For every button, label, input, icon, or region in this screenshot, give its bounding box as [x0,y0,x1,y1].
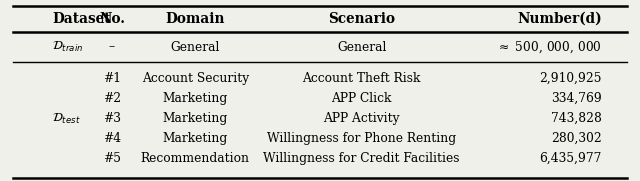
Text: 280,302: 280,302 [551,132,602,145]
Text: Recommendation: Recommendation [141,152,250,165]
Text: APP Activity: APP Activity [323,112,400,125]
Text: No.: No. [99,12,125,26]
Text: #3: #3 [103,112,121,125]
Text: Marketing: Marketing [163,132,228,145]
Text: Number(d): Number(d) [517,12,602,26]
Text: Willingness for Phone Renting: Willingness for Phone Renting [267,132,456,145]
Text: General: General [170,41,220,54]
Text: Account Security: Account Security [141,72,249,85]
Text: Marketing: Marketing [163,112,228,125]
Text: $\mathcal{D}_{train}$: $\mathcal{D}_{train}$ [52,40,84,54]
Text: #4: #4 [103,132,121,145]
Text: #1: #1 [103,72,121,85]
Text: 334,769: 334,769 [551,92,602,105]
Text: General: General [337,41,387,54]
Text: 2,910,925: 2,910,925 [539,72,602,85]
Text: –: – [109,41,115,54]
Text: Domain: Domain [166,12,225,26]
Text: $\approx$ 500, 000, 000: $\approx$ 500, 000, 000 [496,39,602,55]
Text: 743,828: 743,828 [551,112,602,125]
Text: Account Theft Risk: Account Theft Risk [303,72,420,85]
Text: 6,435,977: 6,435,977 [540,152,602,165]
Text: Scenario: Scenario [328,12,395,26]
Text: Dataset: Dataset [52,12,111,26]
Text: Willingness for Credit Facilities: Willingness for Credit Facilities [263,152,460,165]
Text: #5: #5 [103,152,121,165]
Text: Marketing: Marketing [163,92,228,105]
Text: #2: #2 [103,92,121,105]
Text: $\mathcal{D}_{test}$: $\mathcal{D}_{test}$ [52,111,81,126]
Text: APP Click: APP Click [332,92,392,105]
